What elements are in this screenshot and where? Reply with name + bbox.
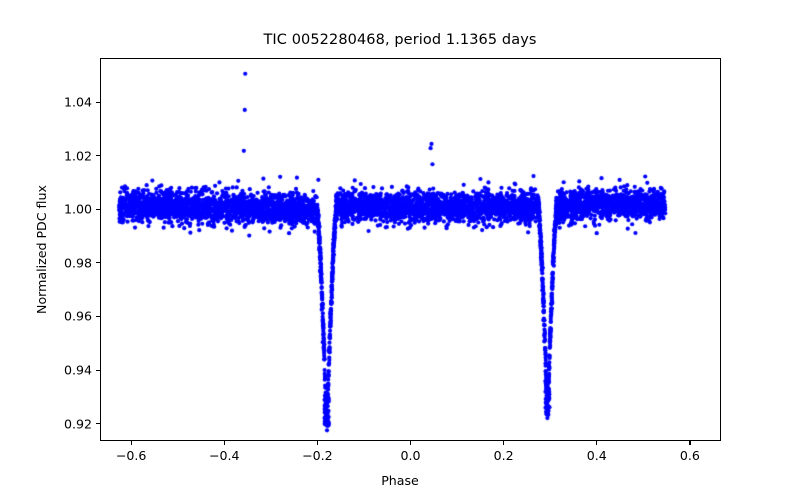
x-tick-mark [596,441,598,445]
chart-title: TIC 0052280468, period 1.1365 days [263,32,537,48]
y-tick-mark [96,423,100,425]
y-tick-label: 0.98 [63,255,92,271]
x-tick-label: 0.2 [493,448,514,463]
x-tick-label: 0.6 [679,448,700,463]
y-tick-mark [96,155,100,157]
y-tick-mark [96,369,100,371]
y-tick-mark [96,262,100,264]
y-tick-label: 1.02 [63,148,92,164]
x-axis-label: Phase [381,473,419,488]
y-tick-label: 0.94 [63,362,92,378]
y-tick-mark [96,101,100,103]
x-tick-mark [503,441,505,445]
x-tick-mark [130,441,132,445]
x-tick-mark [223,441,225,445]
x-tick-mark [689,441,691,445]
y-tick-label: 0.92 [63,416,92,432]
y-axis-label: Normalized PDC flux [33,184,49,314]
x-tick-mark [316,441,318,445]
x-tick-mark [410,441,412,445]
scatter-plot-canvas [101,59,720,440]
y-tick-label: 0.96 [63,308,92,324]
y-tick-label: 1.04 [63,94,92,110]
x-tick-label: 0.4 [586,448,607,463]
x-tick-label: −0.6 [115,448,147,463]
y-tick-mark [96,208,100,210]
y-tick-label: 1.00 [63,201,92,217]
plot-axes-area [100,58,721,441]
x-tick-label: −0.4 [208,448,240,463]
y-tick-mark [96,315,100,318]
x-tick-label: 0.0 [400,448,421,463]
x-tick-label: −0.2 [302,448,333,463]
